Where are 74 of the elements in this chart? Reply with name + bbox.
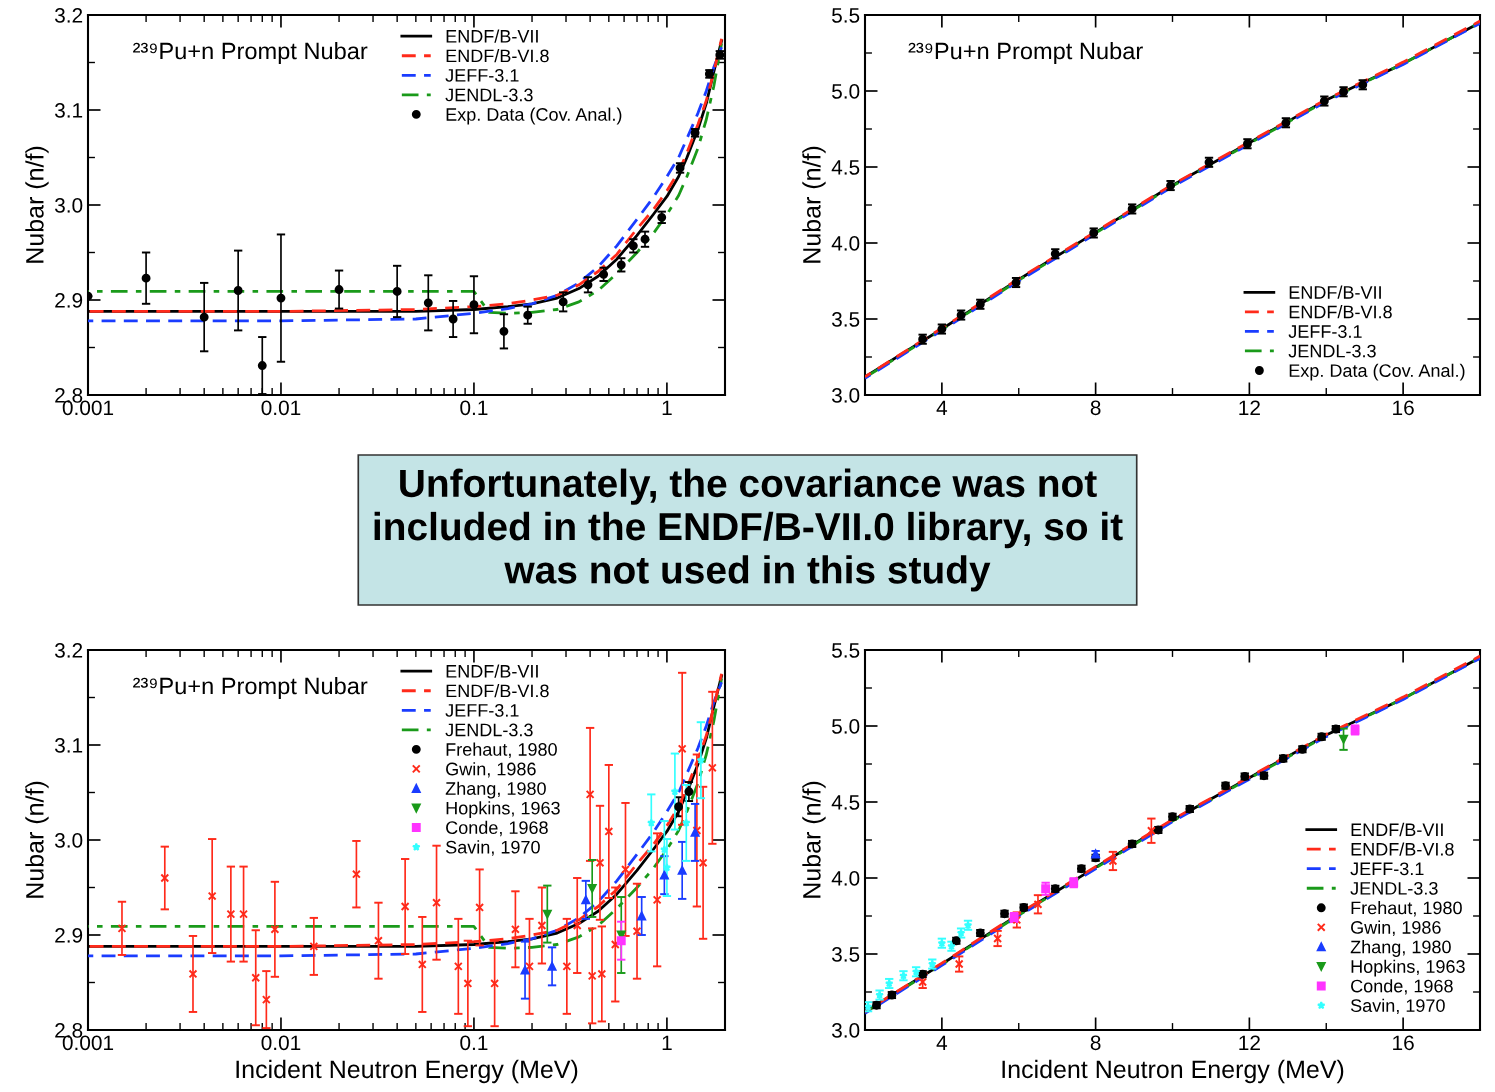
y-tick-label: 3.5 <box>831 312 860 327</box>
y-axis-title: Nubar (n/f) <box>802 146 826 263</box>
legend-label: ENDF/B-VII <box>446 29 538 43</box>
text: ²³⁹Pu+n Prompt Nubar <box>908 42 1143 65</box>
y-tick-label: 3.5 <box>831 947 860 962</box>
y-tick-label: 2.9 <box>55 293 83 308</box>
y-tick-label: 3.0 <box>54 198 83 213</box>
x-tick-label: 1 <box>662 1035 672 1050</box>
x-axis-title: Incident Neutron Energy (MeV) <box>236 1059 578 1084</box>
y-tick-label: 3.2 <box>54 8 83 23</box>
legend-label: ENDF/B-VI.8 <box>1351 842 1454 856</box>
x-tick-label: 0.01 <box>261 400 301 416</box>
legend-label: Frehaut, 1980 <box>1351 901 1462 917</box>
y-tick-label: 4.5 <box>831 795 860 810</box>
y-tick-label: 4.5 <box>831 160 860 175</box>
y-tick-label: 3.2 <box>54 643 83 658</box>
x-tick-label: 16 <box>1393 400 1414 416</box>
legend-label: JENDL-3.3 <box>1288 344 1376 358</box>
y-axis-title: Nubar (n/f) <box>25 781 49 898</box>
legend-label: ENDF/B-VII <box>1289 285 1381 299</box>
y-tick-label: 5.0 <box>832 719 860 734</box>
legend-label: Savin, 1970 <box>445 840 540 856</box>
legend-label: Zhang, 1980 <box>1350 940 1451 957</box>
text: ²³⁹Pu+n Prompt Nubar <box>133 676 368 700</box>
text: Unfortunately, the covariance was not included in the ENDF/B-VII.0 library, so it was not used in this study <box>374 468 1123 592</box>
y-tick-label: 3.0 <box>54 833 83 848</box>
legend-label: JEFF-3.1 <box>445 69 519 82</box>
y-tick-label: 3.1 <box>54 738 83 753</box>
y-tick-label: 4.0 <box>831 236 860 251</box>
legend-label: ENDF/B-VI.8 <box>446 48 549 63</box>
text: ²³⁹Pu+n Prompt Nubar <box>133 42 368 65</box>
y-tick-label: 3.0 <box>831 1023 860 1038</box>
x-tick-label: 1 <box>662 400 672 415</box>
x-tick-label: 12 <box>1239 1035 1260 1050</box>
y-axis-title: Nubar (n/f) <box>25 146 49 263</box>
x-tick-label: 0.1 <box>460 400 488 416</box>
legend-label: JEFF-3.1 <box>1288 325 1362 338</box>
y-tick-label: 2.9 <box>55 928 83 943</box>
y-tick-label: 5.5 <box>832 643 860 658</box>
legend-label: Exp. Data (Cov. Anal.) <box>446 107 622 125</box>
y-tick-label: 3.1 <box>54 103 83 118</box>
legend-label: ENDF/B-VII <box>1351 822 1443 837</box>
x-tick-label: 8 <box>1090 400 1101 416</box>
legend-label: Savin, 1970 <box>1350 998 1445 1015</box>
legend-label: Hopkins, 1963 <box>1351 959 1465 977</box>
x-tick-label: 0.1 <box>460 1035 488 1051</box>
y-axis-title: Nubar (n/f) <box>802 781 826 898</box>
legend-label: Zhang, 1980 <box>445 781 546 799</box>
x-tick-label: 16 <box>1393 1035 1414 1051</box>
legend-label: ENDF/B-VI.8 <box>446 683 549 698</box>
x-axis-title: Incident Neutron Energy (MeV) <box>1002 1059 1344 1084</box>
x-tick-label: 4 <box>936 400 948 415</box>
x-tick-label: 4 <box>936 1035 948 1050</box>
y-tick-label: 3.0 <box>831 388 860 403</box>
x-tick-label: 8 <box>1090 1035 1101 1051</box>
x-tick-label: 12 <box>1239 400 1260 415</box>
legend-label: Gwin, 1986 <box>446 762 536 778</box>
legend-label: JEFF-3.1 <box>1350 862 1424 876</box>
legend-label: ENDF/B-VII <box>446 664 538 678</box>
legend-label: ENDF/B-VI.8 <box>1289 305 1392 319</box>
legend-label: Hopkins, 1963 <box>446 801 560 819</box>
y-tick-label: 5.5 <box>832 8 860 23</box>
legend-label: Gwin, 1986 <box>1351 920 1441 936</box>
y-tick-label: 4.0 <box>831 871 860 886</box>
legend-label: JEFF-3.1 <box>445 704 519 717</box>
x-tick-label: 0.01 <box>261 1035 301 1051</box>
legend-label: Frehaut, 1980 <box>446 742 557 758</box>
legend-label: Conde, 1968 <box>1351 979 1453 995</box>
legend-label: JENDL-3.3 <box>1350 881 1438 895</box>
legend-label: JENDL-3.3 <box>445 723 533 737</box>
legend-label: JENDL-3.3 <box>445 88 533 102</box>
legend-label: Conde, 1968 <box>446 820 548 837</box>
legend-label: Exp. Data (Cov. Anal.) <box>1289 363 1465 381</box>
y-tick-label: 5.0 <box>832 84 860 99</box>
